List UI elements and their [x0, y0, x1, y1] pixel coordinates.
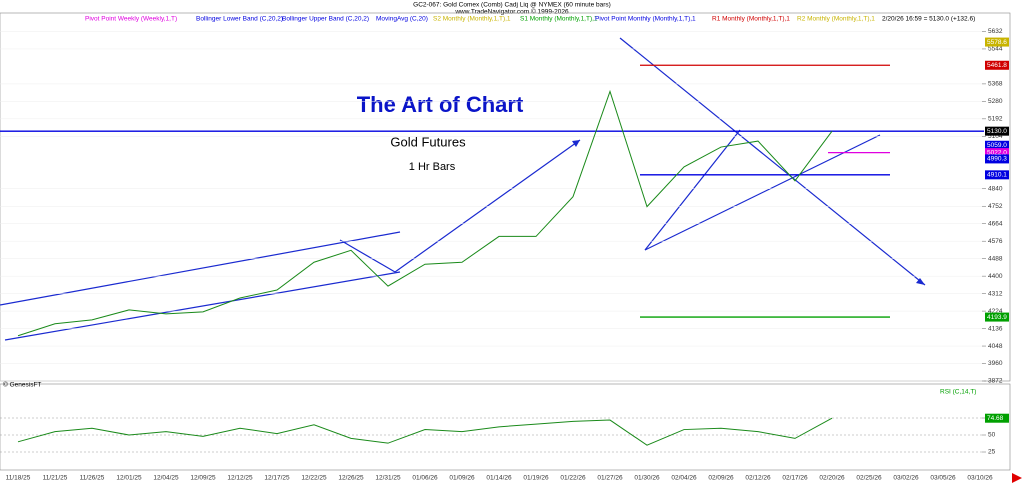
price-line: [17, 89, 833, 337]
level-label: 5059.0: [987, 142, 1007, 149]
price-line: [17, 417, 833, 446]
y-tick-label: 4576: [988, 238, 1003, 245]
x-tick-label: 01/14/26: [486, 475, 512, 482]
x-tick-label: 12/12/25: [227, 475, 253, 482]
annotation: 1 Hr Bars: [409, 161, 456, 173]
level-box: [985, 312, 1009, 322]
x-tick-label: 01/06/26: [412, 475, 438, 482]
level-label: 5022.0: [987, 149, 1007, 156]
x-tick-label: 12/22/25: [301, 475, 327, 482]
x-tick-label: 12/04/25: [153, 475, 179, 482]
x-tick-label: 01/09/26: [449, 475, 475, 482]
y-tick-label: 4224: [988, 308, 1003, 315]
status: 2/20/26 16:59 = 5130.0 (+132.6): [882, 16, 975, 23]
x-tick-label: 01/22/26: [560, 475, 586, 482]
x-tick-label: 02/17/26: [782, 475, 808, 482]
legend-entry: Pivot Point Monthly (Monthly,1,T),1: [595, 16, 696, 23]
legend-entry: Bollinger Upper Band (C,20,2): [282, 16, 369, 23]
x-tick-label: 01/27/26: [597, 475, 623, 482]
x-tick-label: 12/26/25: [338, 475, 364, 482]
x-tick-label: 12/17/25: [264, 475, 290, 482]
y-tick-label: 4840: [988, 185, 1003, 192]
x-tick-label: 03/05/26: [930, 475, 956, 482]
y-tick-label: 5544: [988, 46, 1003, 53]
x-tick-label: 12/31/25: [375, 475, 401, 482]
legend-entry: Pivot Point Weekly (Weekly,1,T): [85, 16, 177, 23]
arrowheads: [572, 140, 925, 285]
level-box: [985, 170, 1009, 180]
scroll-arrow: [1012, 473, 1022, 483]
y-tick-label: 5368: [988, 81, 1003, 88]
y-tick-label: 25: [988, 449, 996, 456]
x-tick-label: 02/25/26: [856, 475, 882, 482]
x-tick-label: 01/30/26: [634, 475, 660, 482]
x-tick-label: 12/09/25: [190, 475, 216, 482]
watermark: © GenesisFT: [3, 381, 41, 389]
level-box: [985, 148, 1009, 158]
rsi-label: RSI (C,14,T): [940, 389, 976, 396]
y-tick-label: 3872: [988, 378, 1003, 385]
level-label: 4193.9: [987, 314, 1007, 321]
level-label: 5578.6: [987, 39, 1007, 46]
x-tick-label: 11/26/25: [80, 475, 105, 482]
y-tick-label: 50: [988, 432, 996, 439]
legend-entry: MovingAvg (C,20): [376, 16, 428, 23]
annotation: Gold Futures: [390, 134, 466, 149]
level-label: 5461.8: [987, 62, 1007, 69]
y-tick-label: 5632: [988, 28, 1003, 35]
x-tick-label: 12/01/25: [116, 475, 142, 482]
legend-entry: S2 Monthly (Monthly,1,T),1: [433, 16, 511, 23]
annotation-title: The Art of Chart: [357, 92, 524, 117]
x-tick-label: 02/12/26: [745, 475, 771, 482]
level-box: [985, 37, 1009, 47]
level-label: 4910.1: [987, 172, 1007, 179]
header-title: GC2-067: Gold Comex (Comb) Cadj Liq @ NY…: [413, 2, 611, 9]
y-tick-label: 5280: [988, 98, 1003, 105]
level-label: 4990.3: [987, 156, 1007, 163]
y-tick-label: 4488: [988, 255, 1003, 262]
y-tick-label: 4136: [988, 325, 1003, 332]
legend-entry: Bollinger Lower Band (C,20,2): [196, 16, 283, 23]
x-tick-label: 01/19/26: [523, 475, 549, 482]
level-box: [985, 154, 1009, 164]
rsi-panel: [0, 383, 1011, 471]
rsi-box: [985, 413, 1009, 423]
header-subtitle: www.TradeNavigator.com © 1999-2026: [454, 8, 569, 16]
y-tick-label: 4752: [988, 203, 1003, 210]
level-box: [985, 126, 1009, 136]
x-tick-label: 02/04/26: [671, 475, 697, 482]
level-box: [985, 140, 1009, 150]
x-tick-label: 02/09/26: [708, 475, 734, 482]
x-tick-label: 02/20/26: [819, 475, 845, 482]
x-tick-label: 11/21/25: [43, 475, 68, 482]
x-tick-label: 03/10/26: [967, 475, 993, 482]
y-tick-label: 3960: [988, 360, 1003, 367]
y-tick-label: 4048: [988, 343, 1003, 350]
y-tick-label: 4312: [988, 290, 1003, 297]
y-tick-label: 4664: [988, 220, 1003, 227]
y-tick-label: 5192: [988, 116, 1003, 123]
level-label: 5130.0: [987, 128, 1007, 135]
legend-entry: S1 Monthly (Monthly,1,T),1: [520, 16, 598, 23]
level-box: [985, 60, 1009, 70]
x-tick-label: 03/02/26: [893, 475, 919, 482]
y-tick-label: 5104: [988, 133, 1003, 140]
y-tick-label: 4400: [988, 273, 1003, 280]
x-tick-label: 11/18/25: [6, 475, 31, 482]
rsi-value: 74.68: [987, 415, 1004, 422]
legend-entry: R2 Monthly (Monthly,1,T),1: [797, 16, 875, 23]
legend-entry: R1 Monthly (Monthly,1,T),1: [712, 16, 790, 23]
